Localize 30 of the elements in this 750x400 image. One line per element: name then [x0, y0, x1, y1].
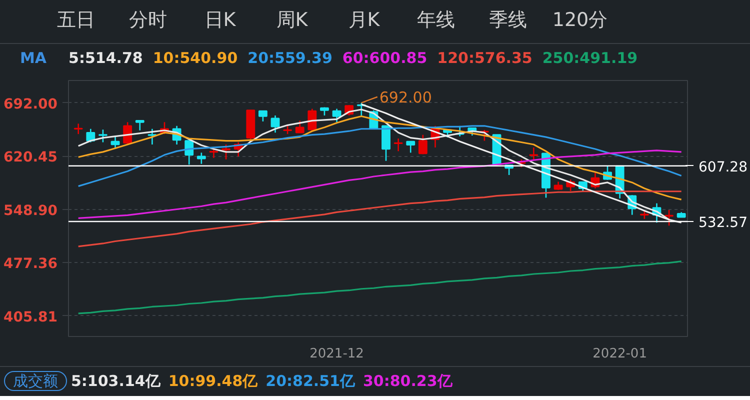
text: 五日 [56, 8, 96, 33]
text: 120分 [551, 8, 609, 33]
y-tick-label: 620.45 [3, 150, 58, 166]
text: 5:103.14亿 [71, 372, 160, 390]
x-tick-label: 2022-01 [592, 346, 647, 362]
text: 10:540.90 [152, 49, 238, 67]
text: 20:82.51亿 [266, 372, 355, 390]
ref-line-label: 607.28 [698, 159, 748, 176]
text: 30:80.23亿 [362, 372, 452, 390]
text: 周K [275, 8, 309, 33]
ref-line-label: 532.57 [698, 214, 748, 231]
text: 年线 [416, 8, 456, 33]
text: 5:514.78 [68, 49, 143, 67]
text: 成交额 [4, 371, 67, 391]
text: 10:99.48亿 [168, 372, 258, 390]
x-tick-label: 2021-12 [310, 346, 364, 362]
text: 日K [203, 8, 237, 33]
y-tick-label: 548.90 [3, 202, 58, 219]
text: 60:600.85 [342, 49, 428, 67]
text: 月K [347, 8, 381, 33]
y-tick-label: 692.00 [3, 96, 58, 112]
text: 250:491.19 [542, 49, 638, 67]
text: 分时 [128, 8, 168, 33]
y-tick-label: 477.36 [3, 256, 58, 272]
text: 季线 [488, 8, 528, 33]
annotation: 692.00 [379, 88, 432, 106]
text: 120:576.35 [437, 49, 532, 67]
legend-title: MA [19, 49, 48, 67]
text: 20:559.39 [248, 49, 332, 67]
y-tick-label: 405.81 [3, 309, 58, 326]
